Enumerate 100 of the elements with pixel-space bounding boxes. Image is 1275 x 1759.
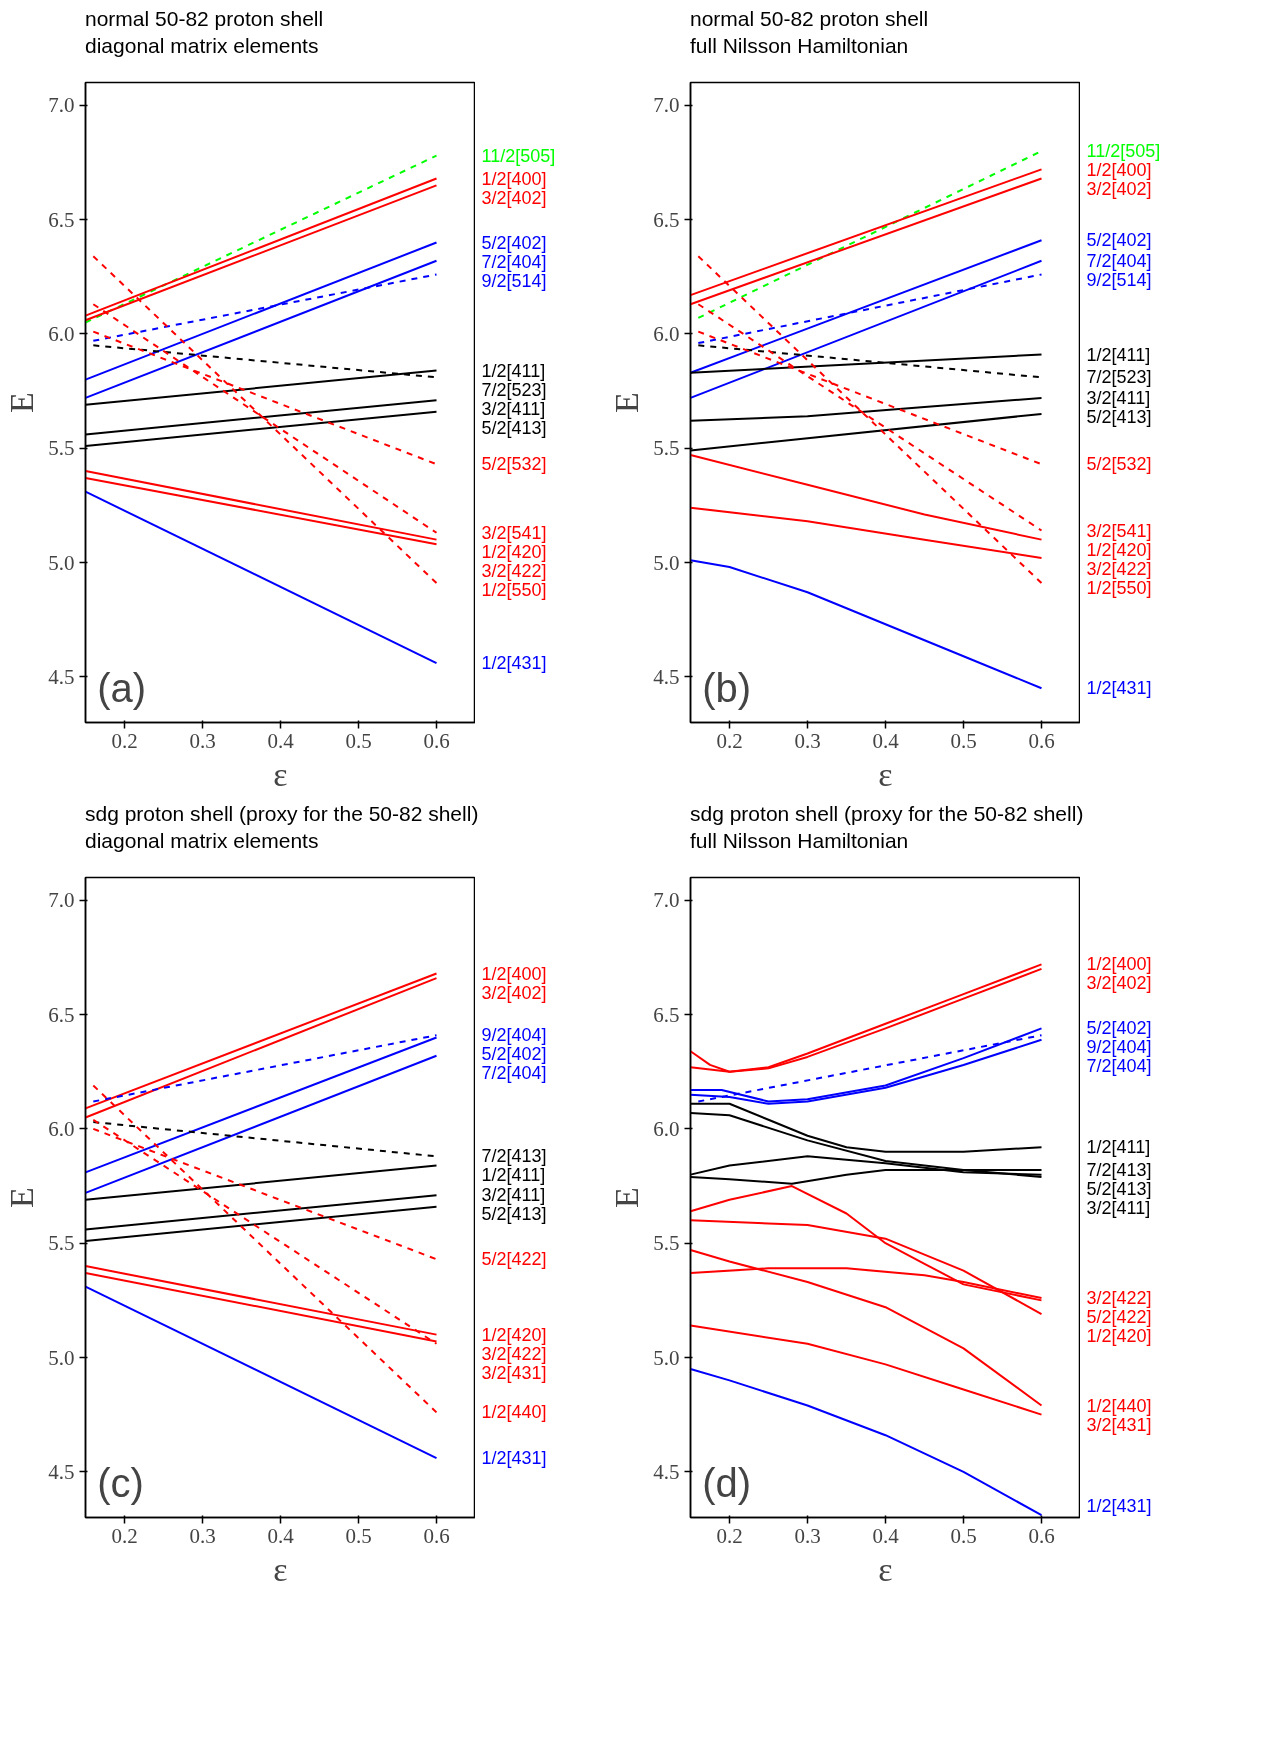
text: 3/2[411] <box>1086 1198 1151 1219</box>
text: 9/2[404] <box>1086 1037 1152 1058</box>
text: 5/2[402] <box>481 1044 547 1065</box>
x-axis-title: ε <box>878 1550 893 1588</box>
text: 7/2[404] <box>1086 1056 1152 1077</box>
x-axis-title: ε <box>878 755 893 793</box>
y-tick-label: 6.0 <box>48 321 75 346</box>
x-tick-label: 0.4 <box>267 728 295 753</box>
x-tick-label: 0.6 <box>1028 1523 1055 1548</box>
text: 9/2[404] <box>481 1025 547 1046</box>
x-tick-label: 0.6 <box>1028 728 1055 753</box>
y-tick-label: 7.0 <box>653 93 680 118</box>
text: 3/2[402] <box>1086 179 1152 200</box>
x-tick-label: 0.3 <box>794 1523 821 1548</box>
y-tick-label: 5.5 <box>653 436 680 461</box>
x-tick-label: 0.6 <box>423 728 450 753</box>
text: 7/2[413] <box>481 1146 547 1167</box>
y-axis-title: E <box>3 392 41 413</box>
y-tick-label: 6.5 <box>653 1002 680 1027</box>
text: 7/2[523] <box>1086 367 1152 388</box>
chart-title: normal 50-82 proton shell <box>690 7 929 30</box>
text: 7/2[404] <box>481 1063 547 1084</box>
text: 1/2[400] <box>481 963 547 984</box>
text: 1/2[400] <box>1086 160 1152 181</box>
chart-subtitle: diagonal matrix elements <box>85 829 319 853</box>
annotation: (c) <box>97 1460 144 1505</box>
x-tick-label: 0.4 <box>872 1523 900 1548</box>
x-tick-label: 0.5 <box>950 1523 977 1548</box>
text: 11/2[505] <box>481 145 556 166</box>
text: 7/2[413] <box>1086 1160 1152 1181</box>
x-tick-label: 0.2 <box>716 728 743 753</box>
x-axis-title: ε <box>273 1550 288 1588</box>
y-axis-title: E <box>608 392 646 413</box>
text: 1/2[420] <box>481 1324 547 1345</box>
y-tick-label: 6.0 <box>48 1116 75 1141</box>
y-tick-label: 5.0 <box>48 550 75 575</box>
x-tick-label: 0.5 <box>345 728 372 753</box>
y-tick-label: 5.0 <box>653 1345 680 1370</box>
x-axis-title: ε <box>273 755 288 793</box>
text: 5/2[402] <box>481 232 547 253</box>
text: 1/2[431] <box>1086 678 1152 699</box>
y-axis-title: E <box>608 1187 646 1208</box>
y-tick-label: 7.0 <box>48 888 75 913</box>
annotation: (d) <box>702 1460 752 1505</box>
x-tick-label: 0.2 <box>111 728 138 753</box>
chart-title: sdg proton shell (proxy for the 50-82 shell) <box>85 802 479 825</box>
y-tick-label: 6.0 <box>653 1116 680 1141</box>
text: 1/2[440] <box>481 1402 547 1423</box>
x-tick-label: 0.3 <box>794 728 821 753</box>
x-tick-label: 0.4 <box>267 1523 295 1548</box>
y-tick-label: 7.0 <box>48 93 75 118</box>
text: 5/2[422] <box>481 1249 547 1270</box>
y-tick-label: 4.5 <box>48 664 75 689</box>
y-tick-label: 6.5 <box>653 207 680 232</box>
text: 3/2[402] <box>1086 973 1152 994</box>
text: 1/2[411] <box>481 1165 546 1186</box>
text: 1/2[400] <box>1086 954 1152 975</box>
text: 1/2[420] <box>1086 1326 1152 1347</box>
text: 3/2[541] <box>481 522 547 543</box>
y-tick-label: 4.5 <box>653 1459 680 1484</box>
text: 3/2[422] <box>1086 1288 1152 1309</box>
text: 5/2[413] <box>481 1204 547 1225</box>
y-tick-label: 6.0 <box>653 321 680 346</box>
x-tick-label: 0.6 <box>423 1523 450 1548</box>
y-tick-label: 6.5 <box>48 1002 75 1027</box>
y-tick-label: 5.5 <box>48 1231 75 1256</box>
text: 3/2[411] <box>1086 387 1151 408</box>
text: 5/2[532] <box>1086 454 1152 475</box>
text: 5/2[402] <box>1086 230 1152 251</box>
y-tick-label: 4.5 <box>653 664 680 689</box>
y-tick-label: 6.5 <box>48 207 75 232</box>
chart-subtitle: full Nilsson Hamiltonian <box>690 829 909 853</box>
text: 5/2[413] <box>1086 1179 1152 1200</box>
chart-title: normal 50-82 proton shell <box>85 7 324 30</box>
x-tick-label: 0.5 <box>345 1523 372 1548</box>
y-tick-label: 5.5 <box>653 1231 680 1256</box>
text: 3/2[411] <box>481 1185 546 1206</box>
text: 1/2[431] <box>481 1448 547 1469</box>
x-tick-label: 0.2 <box>716 1523 743 1548</box>
text: 11/2[505] <box>1086 141 1161 162</box>
annotation: (b) <box>702 665 752 710</box>
chart-title: sdg proton shell (proxy for the 50-82 shell) <box>690 802 1084 825</box>
x-tick-label: 0.5 <box>950 728 977 753</box>
text: 1/2[431] <box>481 653 547 674</box>
text: 1/2[411] <box>1086 1137 1151 1158</box>
x-tick-label: 0.3 <box>189 1523 216 1548</box>
y-tick-label: 5.5 <box>48 436 75 461</box>
chart-subtitle: diagonal matrix elements <box>85 34 319 58</box>
y-tick-label: 5.0 <box>653 550 680 575</box>
y-axis-title: E <box>3 1187 41 1208</box>
text: 5/2[532] <box>481 454 547 475</box>
text: 1/2[411] <box>1086 344 1151 365</box>
text: 3/2[541] <box>1086 520 1152 541</box>
x-tick-label: 0.2 <box>111 1523 138 1548</box>
chart-subtitle: full Nilsson Hamiltonian <box>690 34 909 58</box>
text: 7/2[404] <box>1086 250 1152 271</box>
text: 5/2[402] <box>1086 1018 1152 1039</box>
x-tick-label: 0.4 <box>872 728 900 753</box>
text: 1/2[431] <box>1086 1496 1152 1517</box>
text: 1/2[411] <box>481 360 546 381</box>
